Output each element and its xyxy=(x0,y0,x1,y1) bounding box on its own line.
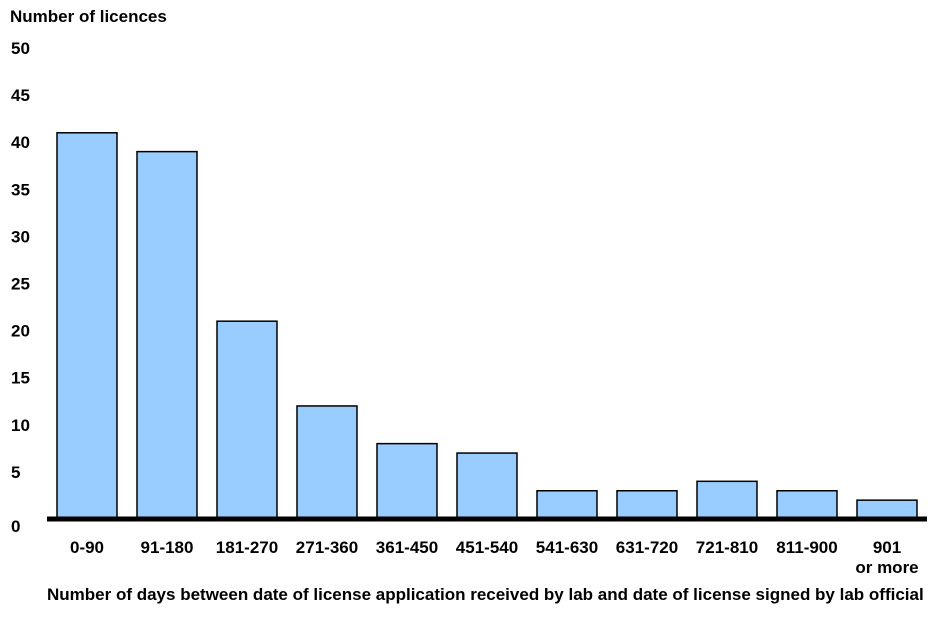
bar xyxy=(456,452,518,520)
y-tick-label: 45 xyxy=(11,86,30,105)
x-tick-label: 811-900 xyxy=(776,538,837,557)
bar xyxy=(616,489,678,520)
bar xyxy=(376,442,438,520)
y-tick-label: 20 xyxy=(11,322,30,341)
y-tick-label: 40 xyxy=(11,133,30,152)
y-tick-label: 15 xyxy=(11,369,30,388)
x-tick-label: 271-360 xyxy=(296,538,358,557)
y-tick-label: 30 xyxy=(11,227,30,246)
x-tick-label: 541-630 xyxy=(536,538,598,557)
y-tick-label: 10 xyxy=(11,416,30,435)
x-tick-labels: 0-90 91-180 181-270 271-360 361-450 451-540 54… xyxy=(70,538,919,577)
bar xyxy=(696,480,758,520)
bar xyxy=(856,499,918,520)
bars xyxy=(56,132,918,520)
bar xyxy=(136,150,198,520)
bar xyxy=(296,405,358,520)
bar xyxy=(536,489,598,520)
y-tick-label: 5 xyxy=(11,463,20,482)
y-tick-label: 35 xyxy=(11,180,30,199)
x-tick-label: 451-540 xyxy=(456,538,518,557)
x-tick-label: 181-270 xyxy=(216,538,278,557)
x-tick-label: 631-720 xyxy=(616,538,678,557)
x-tick-label: 361-450 xyxy=(376,538,438,557)
x-tick-label: 0-90 xyxy=(70,538,104,557)
x-axis-title: Number of days between date of license a… xyxy=(47,585,924,604)
y-tick-label: 50 xyxy=(11,39,30,58)
bar xyxy=(56,132,118,520)
bar xyxy=(216,320,278,520)
bar xyxy=(776,489,838,520)
y-tick-label: 0 xyxy=(11,517,20,536)
y-tick-label: 25 xyxy=(11,275,30,294)
x-tick-label: 901 or more xyxy=(855,538,918,577)
x-tick-label: 721-810 xyxy=(696,538,758,557)
y-tick-labels: 0 5 10 15 20 25 30 35 40 45 50 xyxy=(11,39,30,536)
y-axis-title: Number of licences xyxy=(10,7,167,26)
x-tick-label: 91-180 xyxy=(141,538,194,557)
